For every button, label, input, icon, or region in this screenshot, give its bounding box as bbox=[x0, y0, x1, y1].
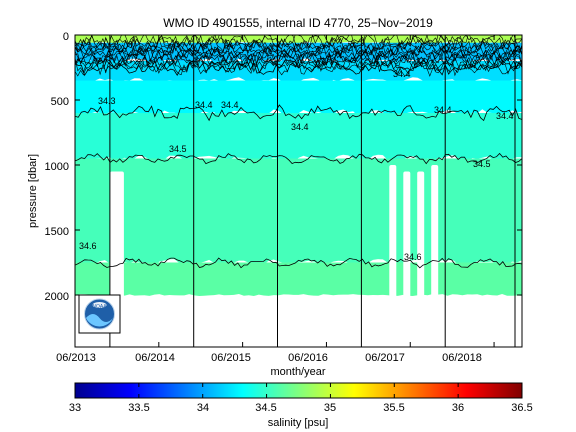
chart-title: WMO ID 4901555, internal ID 4770, 25−Nov… bbox=[163, 16, 433, 30]
contour-label: 34.4 bbox=[393, 69, 411, 79]
surface-contour bbox=[75, 36, 522, 56]
data-gaps bbox=[109, 165, 439, 302]
contour-label: 34.4 bbox=[434, 105, 452, 115]
logo-wordmark: NOAA bbox=[92, 304, 107, 310]
surface-contour bbox=[75, 43, 522, 61]
colorbar-tick-label: 33.5 bbox=[128, 402, 149, 414]
colorbar-tick-label: 35.5 bbox=[383, 402, 404, 414]
colorbar-tick-label: 35 bbox=[324, 402, 336, 414]
contour-label: 34.4 bbox=[195, 100, 213, 110]
contour-line bbox=[75, 152, 522, 165]
colorbar-tick-label: 33 bbox=[69, 402, 81, 414]
colorbar-tick-label: 36 bbox=[452, 402, 464, 414]
x-tick-label: 06/2015 bbox=[211, 352, 251, 364]
contour-label: 34.6 bbox=[404, 252, 422, 262]
year-marker-lines bbox=[109, 35, 516, 347]
plot-area bbox=[75, 35, 522, 347]
y-axis: 0 500 1000 1500 2000 bbox=[45, 31, 69, 303]
surface-contour bbox=[75, 42, 522, 60]
contour-label: 34.5 bbox=[169, 144, 187, 154]
x-tick-label: 06/2017 bbox=[365, 352, 405, 364]
salinity-layer bbox=[75, 113, 522, 163]
y-axis-label: pressure [dbar] bbox=[27, 154, 39, 228]
colorbar-tick-label: 34 bbox=[197, 402, 209, 414]
y-tick-label: 0 bbox=[63, 31, 69, 43]
contour-label: 34.3 bbox=[98, 96, 116, 106]
salinity-layers bbox=[75, 35, 522, 296]
contour-labels: 34.3 34.4 34.4 34.4 34.4 34.4 34.4 34.5 … bbox=[79, 69, 514, 262]
contour-label: 34.4 bbox=[291, 122, 309, 132]
surface-contour bbox=[75, 45, 522, 64]
data-gap bbox=[403, 171, 411, 302]
data-gap bbox=[417, 171, 425, 302]
contour-label: 34.4 bbox=[221, 100, 239, 110]
y-tick-label: 500 bbox=[51, 96, 69, 108]
contour-label: 34.4 bbox=[496, 111, 514, 121]
salinity-layer bbox=[75, 80, 522, 117]
contour-label: 34.6 bbox=[79, 241, 97, 251]
x-tick-label: 06/2016 bbox=[288, 352, 328, 364]
surface-contour bbox=[75, 58, 522, 77]
x-axis: 06/2013 06/2014 06/2015 06/2016 06/2017 … bbox=[56, 352, 482, 364]
noaa-logo: NOAA bbox=[78, 294, 121, 334]
x-axis-label: month/year bbox=[270, 366, 325, 378]
salinity-layer bbox=[75, 158, 522, 266]
y-tick-label: 1500 bbox=[45, 226, 69, 238]
data-gap bbox=[431, 165, 439, 302]
plot-frame bbox=[74, 34, 523, 348]
x-tick-label: 06/2018 bbox=[442, 352, 482, 364]
surface-contour bbox=[75, 55, 522, 75]
data-gap bbox=[109, 171, 124, 302]
contour-label: 34.5 bbox=[473, 159, 491, 169]
salinity-layer bbox=[75, 262, 522, 296]
colorbar-tick-label: 36.5 bbox=[511, 402, 532, 414]
colorbar-ticks bbox=[74, 383, 523, 398]
surface-contour bbox=[75, 53, 522, 72]
x-tick-label: 06/2013 bbox=[56, 352, 96, 364]
colorbar: 33 33.5 34 34.5 35 35.5 36 36.5 salinity… bbox=[69, 382, 533, 429]
data-gap bbox=[389, 165, 397, 302]
tick-marks bbox=[74, 34, 522, 347]
y-tick-label: 2000 bbox=[45, 291, 69, 303]
colorbar-label: salinity [psu] bbox=[268, 417, 329, 429]
surface-contour bbox=[75, 39, 522, 58]
contour-line bbox=[75, 104, 522, 122]
x-tick-label: 06/2014 bbox=[135, 352, 175, 364]
contour-line bbox=[75, 257, 522, 269]
colorbar-tick-label: 34.5 bbox=[255, 402, 276, 414]
colorbar-gradient bbox=[74, 382, 523, 399]
contour-lines bbox=[75, 35, 522, 269]
y-tick-label: 1000 bbox=[45, 161, 69, 173]
